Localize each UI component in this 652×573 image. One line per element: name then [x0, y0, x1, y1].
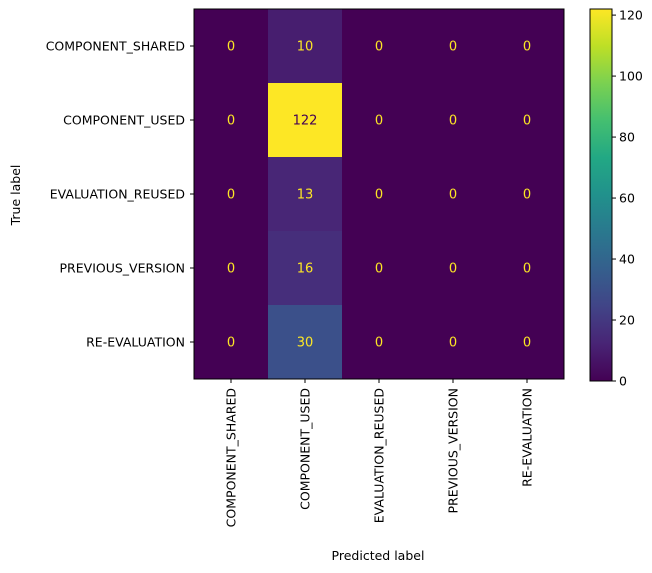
cell-value-label: 122	[293, 114, 318, 129]
colorbar-gradient	[589, 8, 613, 382]
x-tick-label: PREVIOUS_VERSION	[446, 388, 461, 513]
cell-value-label: 0	[449, 336, 457, 351]
heatmap-cell	[194, 305, 269, 380]
cell-value-label: 0	[227, 114, 235, 129]
cell-value-label: 0	[375, 114, 383, 129]
cell-value-label: 0	[375, 188, 383, 203]
y-tick-label: COMPONENT_USED	[63, 113, 185, 128]
heatmap-cell	[342, 305, 417, 380]
heatmap-cell	[194, 157, 269, 232]
heatmap-cell	[268, 83, 343, 158]
heatmap-cell	[490, 305, 565, 380]
heatmap-cell	[194, 9, 269, 84]
heatmap-cell	[194, 83, 269, 158]
y-tick-label: RE-EVALUATION	[86, 335, 185, 350]
cell-value-label: 0	[227, 188, 235, 203]
cell-value-label: 0	[449, 188, 457, 203]
cell-value-label: 0	[449, 114, 457, 129]
heatmap-cell	[342, 157, 417, 232]
colorbar: 0 20 40 60 80 100 120	[589, 8, 643, 389]
y-tick-label: EVALUATION_REUSED	[50, 187, 185, 202]
heatmap-cell	[416, 83, 491, 158]
cell-value-label: 0	[449, 262, 457, 277]
y-axis-ticks: COMPONENT_SHARED COMPONENT_USED EVALUATION…	[46, 39, 194, 350]
heatmap-cell	[194, 231, 269, 306]
cell-value-label: 0	[523, 336, 531, 351]
heatmap-cell	[268, 157, 343, 232]
heatmap-cell	[416, 9, 491, 84]
x-axis-label: Predicted label	[332, 548, 425, 563]
colorbar-tick-label: 20	[619, 313, 635, 328]
cell-value-label: 0	[375, 336, 383, 351]
cell-value-label: 0	[227, 262, 235, 277]
heatmap-cell	[342, 9, 417, 84]
heatmap-cell	[490, 83, 565, 158]
colorbar-tick-label: 120	[619, 8, 643, 23]
colorbar-tick-label: 100	[619, 69, 643, 84]
heatmap-cell-labels: 0 10 0 0 0 0 122 0 0 0 0 13 0 0 0 0 16 0 0 0 0 30 0 0 0	[227, 40, 531, 351]
heatmap-cell	[416, 231, 491, 306]
cell-value-label: 0	[375, 40, 383, 55]
heatmap-cell	[268, 305, 343, 380]
heatmap-cell	[342, 83, 417, 158]
heatmap-cell	[268, 9, 343, 84]
x-axis-ticks: COMPONENT_SHARED COMPONENT_USED EVALUATION…	[224, 379, 535, 527]
cell-value-label: 10	[297, 40, 314, 55]
cell-value-label: 0	[227, 40, 235, 55]
heatmap-cells	[194, 9, 565, 380]
cell-value-label: 0	[523, 262, 531, 277]
y-axis-label: True label	[8, 165, 23, 227]
x-tick-label: RE-EVALUATION	[520, 388, 535, 487]
heatmap-cell	[490, 231, 565, 306]
cell-value-label: 0	[375, 262, 383, 277]
heatmap-cell	[416, 305, 491, 380]
y-tick-label: PREVIOUS_VERSION	[60, 261, 185, 276]
heatmap-cell	[490, 9, 565, 84]
colorbar-tick-label: 80	[619, 130, 635, 145]
colorbar-ticks: 0 20 40 60 80 100 120	[612, 8, 643, 389]
x-tick-label: COMPONENT_USED	[298, 388, 313, 510]
heatmap-cell	[342, 231, 417, 306]
y-tick-label: COMPONENT_SHARED	[46, 39, 185, 54]
heatmap-cell	[268, 231, 343, 306]
colorbar-tick-label: 60	[619, 191, 635, 206]
heatmap-cell	[490, 157, 565, 232]
cell-value-label: 16	[297, 262, 314, 277]
x-tick-label: COMPONENT_SHARED	[224, 388, 239, 527]
cell-value-label: 30	[297, 336, 314, 351]
cell-value-label: 0	[523, 40, 531, 55]
cell-value-label: 0	[523, 114, 531, 129]
cell-value-label: 0	[227, 336, 235, 351]
x-tick-label: EVALUATION_REUSED	[372, 388, 387, 523]
colorbar-tick-label: 0	[619, 374, 627, 389]
cell-value-label: 0	[449, 40, 457, 55]
colorbar-tick-label: 40	[619, 252, 635, 267]
cell-value-label: 0	[523, 188, 531, 203]
heatmap-cell	[416, 157, 491, 232]
cell-value-label: 13	[297, 188, 314, 203]
